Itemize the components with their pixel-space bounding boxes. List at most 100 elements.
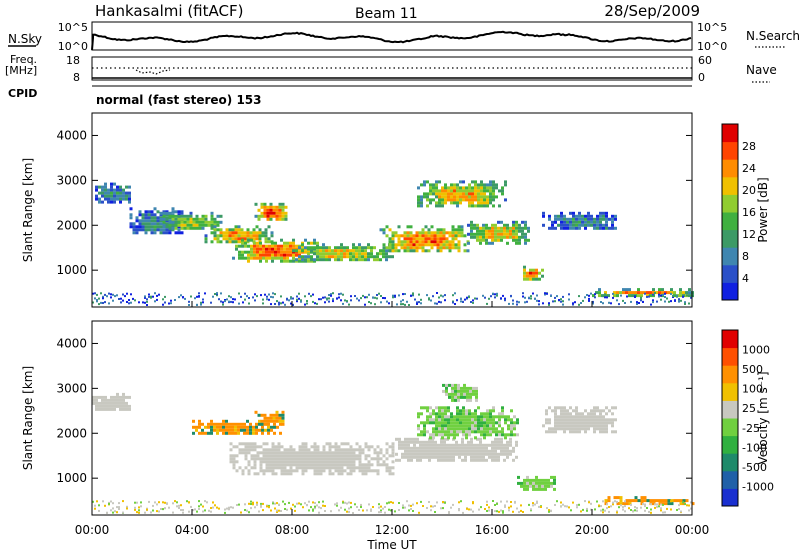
velocity-ground-cell: [138, 511, 140, 514]
velocity-cell-r0: [104, 401, 107, 405]
power-cell-r2: [201, 214, 205, 218]
power-cell-r7: [406, 225, 410, 229]
nsky-panel: N.Sky 10^5 10^0 10^5 10^0 N.Search: [8, 21, 800, 53]
power-ground-cell: [268, 293, 270, 296]
velocity-ground-cell: [472, 501, 474, 504]
velocity-ground-cell: [398, 502, 400, 504]
velocity-cell-r0: [122, 395, 125, 399]
velocity-ground-cell: [276, 511, 278, 513]
velocity-cell-r5: [441, 421, 444, 425]
power-cell-r5: [298, 250, 301, 254]
power-ground-cell: [144, 296, 146, 299]
velocity-cell-r8: [551, 427, 554, 431]
power-ground-cell: [444, 299, 446, 302]
power-cell-r8: [426, 198, 429, 202]
velocity-cell-r6: [457, 398, 460, 402]
power-cell-r7: [409, 249, 413, 253]
velocity-cell-r4: [446, 446, 449, 450]
power-ground-cell: [196, 303, 198, 306]
power-cell-r4: [278, 202, 282, 206]
velocity-ground-cell: [274, 502, 276, 505]
power-cell-r1: [177, 231, 181, 235]
power-cell-r8: [477, 201, 480, 205]
power-cell-r5: [241, 250, 244, 254]
power-cell-r2: [183, 223, 187, 227]
velocity-ground-cell: [202, 510, 204, 513]
velocity-cell-r8: [584, 424, 587, 428]
velocity-ground-cell: [262, 509, 264, 512]
velocity-cell-r3: [292, 448, 296, 452]
power-ground-cell: [562, 303, 564, 306]
velocity-cell-r3: [265, 469, 269, 473]
velocity-cell-r9: [616, 502, 620, 506]
power-cell-r5: [256, 256, 259, 260]
power-ground-cell: [112, 293, 114, 296]
power-ground-cell: [476, 297, 478, 300]
power-cell-r6: [328, 255, 331, 259]
velocity-y-label: Slant Range [km]: [21, 366, 35, 470]
power-cell-r8: [450, 201, 453, 205]
power-cell-r7: [451, 234, 455, 238]
velocity-cell-r3: [340, 454, 344, 458]
power-cell-r7: [454, 228, 458, 232]
power-cell-r11: [578, 211, 581, 215]
power-cell-r5: [244, 241, 247, 245]
velocity-cell-r5: [429, 415, 432, 419]
power-ground-cell: [112, 299, 114, 302]
power-cell-r5: [295, 244, 298, 248]
power-cell-r7: [418, 243, 422, 247]
power-cell-r7: [394, 234, 398, 238]
nave-tick-bottom: 0: [698, 71, 705, 84]
velocity-cell-r3: [280, 457, 284, 461]
velocity-ground-cell: [314, 507, 316, 510]
power-ground-cell: [432, 295, 434, 298]
power-ground-cell: [386, 300, 388, 303]
power-cell-r9: [515, 229, 518, 233]
power-cell-r9: [467, 232, 470, 236]
power-cell-r1: [159, 228, 163, 232]
power-cell-r7: [430, 231, 434, 235]
power-cell-r5: [286, 244, 289, 248]
velocity-cell-r3: [322, 457, 326, 461]
velocity-cell-r4: [512, 446, 515, 450]
velocity-cell-r0: [125, 401, 128, 405]
velocity-cell-r3: [367, 463, 371, 467]
velocity-cell-r4: [479, 437, 482, 441]
power-cell-r9: [470, 229, 473, 233]
power-cell-r9: [521, 220, 524, 224]
power-ground-cell: [154, 300, 156, 303]
power-ground-cell: [374, 296, 376, 299]
velocity-cell-r5: [462, 418, 465, 422]
velocity-ground-cell: [510, 501, 512, 503]
power-cell-r5: [274, 250, 277, 254]
velocity-cell-r5: [477, 418, 480, 422]
power-cell-r5: [289, 253, 292, 257]
velocity-cell-r6: [451, 392, 454, 396]
velocity-cell-r5: [477, 406, 480, 410]
power-ground-cell: [348, 303, 350, 306]
power-ground-cell: [572, 303, 574, 306]
velocity-ground-cell: [288, 501, 290, 504]
velocity-ground-cell: [436, 501, 438, 504]
velocity-cell-r3: [277, 463, 281, 467]
velocity-cell-r4: [470, 440, 473, 444]
power-cell-r6: [355, 249, 358, 253]
power-cell-r8: [441, 189, 444, 193]
power-cell-r12: [634, 291, 637, 295]
velocity-cell-r3: [298, 454, 302, 458]
velocity-ground-cell: [610, 505, 612, 508]
velocity-ground-cell: [688, 504, 690, 507]
power-ground-cell: [370, 302, 372, 305]
power-cell-r8: [483, 186, 486, 190]
velocity-cell-r3: [310, 451, 314, 455]
velocity-cell-r7: [532, 478, 535, 482]
power-cell-r3: [240, 228, 244, 232]
power-cell-r9: [485, 238, 488, 242]
power-cell-r2: [174, 226, 178, 230]
power-ground-cell: [602, 302, 604, 305]
velocity-cell-r6: [460, 389, 463, 393]
velocity-cell-r9: [619, 496, 623, 500]
velocity-cell-r2: [281, 413, 285, 417]
velocity-cell-r3: [238, 442, 242, 446]
velocity-ground-cell: [528, 503, 530, 506]
